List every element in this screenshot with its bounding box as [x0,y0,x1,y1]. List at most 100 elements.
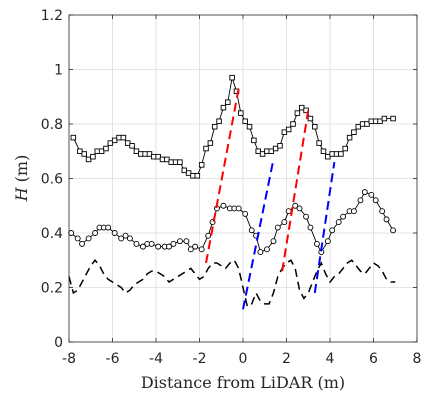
data-point [170,240,177,247]
x-tick-label: 0 [239,351,248,367]
data-point [229,74,235,81]
data-point [122,232,129,239]
data-point [324,238,331,245]
data-point [274,224,281,231]
data-point [338,151,344,157]
data-point [263,246,270,253]
data-point [303,107,309,114]
data-point [294,110,301,116]
data-point [346,134,353,141]
plot-frame [68,14,418,343]
data-point [68,230,75,236]
data-point [148,240,155,247]
data-point [70,134,77,141]
data-point [79,240,86,247]
data-point [307,224,314,231]
data-point [357,197,364,204]
data-point [111,230,118,236]
data-point [381,115,388,122]
data-point [105,224,112,231]
data-point [238,110,244,116]
data-point [177,159,183,165]
data-point [320,148,327,154]
x-axis-ticks: -8 -6 -4 -2 0 2 4 6 8 [62,15,421,367]
data-point [220,202,227,209]
data-point [192,243,199,250]
y-tick-label: 0.2 [41,281,63,297]
data-point [187,246,194,253]
data-point [176,238,183,245]
data-point [74,235,81,242]
x-tick-label: 8 [413,351,422,367]
data-point [235,205,242,212]
series-line [68,259,396,308]
data-point [90,153,96,160]
data-point [92,230,99,236]
series-1 [70,74,396,179]
y-tick-label: 0.6 [41,172,63,188]
data-point [120,134,127,141]
data-point [340,213,346,220]
data-point [379,208,386,215]
x-tick-label: -2 [193,351,207,367]
data-point [155,243,162,250]
x-tick-label: 6 [369,351,378,367]
data-point [139,243,146,250]
data-point [307,115,314,122]
data-point [103,145,109,152]
data-point [183,238,190,245]
data-point [351,129,357,135]
data-point [270,238,277,245]
annotation-segment [205,88,240,264]
y-tick-label: 1.2 [41,8,63,24]
data-point [281,219,288,226]
data-point [290,121,296,127]
data-point [216,118,222,125]
data-point [129,143,135,149]
data-point [220,104,227,111]
data-point [390,115,396,122]
data-point [383,216,390,223]
data-point [242,118,248,125]
data-point [335,219,342,226]
data-point [368,191,375,198]
data-point [118,235,125,242]
x-axis-label: Distance from LiDAR (m) [141,373,345,392]
data-point [198,162,205,168]
data-point [207,140,214,146]
data-point [303,213,310,220]
data-point [285,126,292,133]
data-point [225,99,231,105]
data-point [314,240,320,247]
y-tick-label: 0 [54,335,63,351]
data-point [242,210,249,217]
data-point [194,173,201,179]
series-3 [68,259,396,308]
data-point [133,240,140,247]
y-axis-unit: (m) [12,155,31,183]
series-group [68,74,397,308]
data-point [246,123,253,130]
x-tick-label: -8 [62,351,76,367]
data-point [296,205,303,212]
x-tick-label: 2 [282,351,291,367]
y-tick-label: 1 [54,63,63,79]
data-point [350,208,357,215]
data-point [316,140,322,146]
data-point [251,137,257,144]
data-point [361,189,368,196]
data-point [285,208,292,215]
y-axis-ticks: 0 0.2 0.4 0.6 0.8 1 1.2 [41,8,417,351]
annotation-segment [313,162,336,294]
y-tick-label: 0.4 [41,226,63,242]
annotation-segments [205,88,336,310]
data-point [257,249,264,256]
data-point [342,145,348,152]
data-point [126,235,133,242]
data-point [390,227,397,234]
data-point [85,235,92,242]
data-point [198,246,205,253]
y-axis-label: H (m) [12,155,31,203]
x-tick-label: 4 [326,351,335,367]
